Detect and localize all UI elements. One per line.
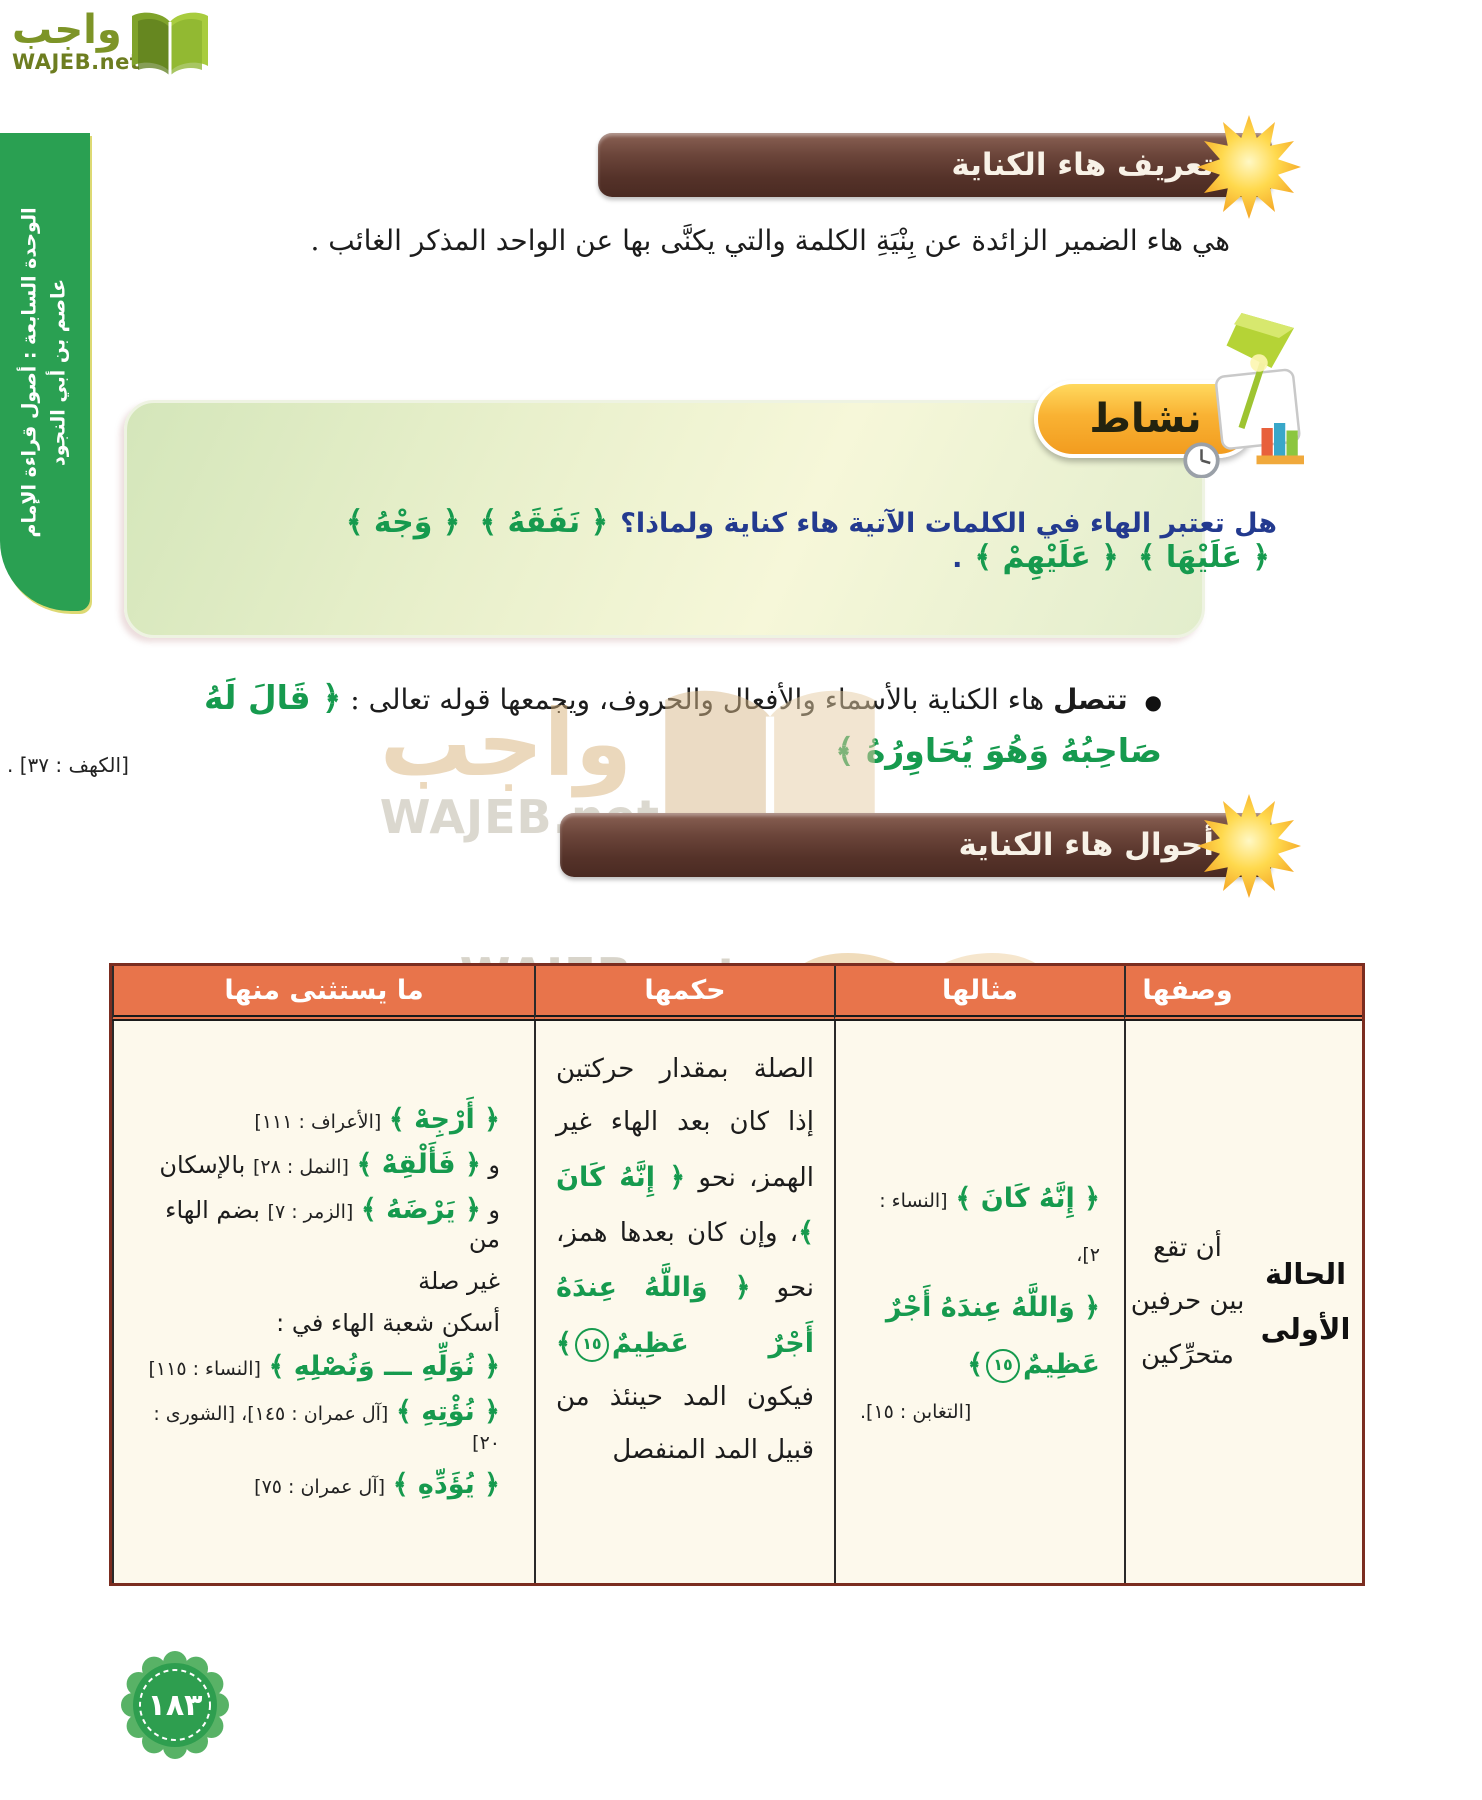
quran-word-3: ﴿ عَلَيْهَا ﴾ [1137, 540, 1270, 575]
wajeb-logo: واجب WAJEB.net [12, 8, 222, 88]
sunburst-icon-2 [1194, 791, 1304, 901]
page-number: ١٨٣ [147, 1687, 203, 1723]
rule-verse-2-close: ﴾ [556, 1327, 572, 1359]
sidebar-unit-title: الوحدة السابعة : أصول قراءة الإمام عاصم … [16, 207, 75, 537]
header-rule: حكمها [534, 966, 834, 1021]
exception-ref-3: [الزمر : ٧] [267, 1201, 354, 1223]
rule-text-3: فيكون المد حينئذ من قبيل المد المنفصل [556, 1381, 814, 1466]
verse-reference: [الكهف : ٣٧] . [7, 753, 129, 777]
exceptions-line-2: و ﴿ فَأَلْقِهْ ﴾ [النمل : ٢٨] بالإسكان [148, 1149, 500, 1180]
description-line1: أن تقع [1153, 1233, 1222, 1264]
exceptions-line-8: ﴿ يُؤَدِّهِ ﴾ [آل عمران : ٧٥] [148, 1469, 500, 1500]
open-book-icon [124, 8, 216, 90]
exception-text-2: بالإسكان [159, 1151, 246, 1179]
example-ref-1: [النساء : ٢]، [879, 1189, 1100, 1267]
exception-prefix-3: و [488, 1196, 500, 1224]
exceptions-line-3: و ﴿ يَرْضَهُ ﴾ [الزمر : ٧] بضم الهاء من [148, 1194, 500, 1253]
connection-verse: ﴿ قَالَ لَهُ صَاحِبُهُ وَهُوَ يُحَاوِرُه… [204, 678, 1162, 770]
cases-banner: أحوال هاء الكناية [560, 813, 1272, 877]
cell-description: أن تقع بين حرفين متحرِّكين [1124, 1021, 1249, 1583]
cell-case-label: الحالة الأولى [1249, 1021, 1362, 1583]
sidebar-line-2: عاصم بن أبي النجود [47, 278, 70, 466]
activity-question: هل تعتبر الهاء في الكلمات الآتية هاء كنا… [620, 508, 1277, 539]
cell-rule: الصلة بمقدار حركتين إذا كان بعد الهاء غي… [534, 1021, 834, 1583]
header-description: وصفها [1124, 966, 1249, 1021]
exception-verse-7: ﴿ نُؤْتِهِ ﴾ [395, 1396, 500, 1427]
example-line1: ﴿ إِنَّهُ كَانَ ﴾ [النساء : ٢]، [860, 1171, 1100, 1280]
connection-paragraph: ● تتصل هاء الكناية بالأسماء والأفعال وال… [114, 672, 1162, 778]
description-line2: بين حرفين [1130, 1286, 1245, 1317]
quran-word-1: ﴿ نَفَقَهُ ﴾ [479, 505, 609, 540]
exception-ref-2: [النمل : ٢٨] [253, 1156, 349, 1178]
example-ref-2: [التغابن : ١٥]. [860, 1401, 972, 1424]
example-verse-2-close: ﴾ [967, 1348, 984, 1380]
rule-verse-1: ﴿ إِنَّهُ كَانَ ﴾ [556, 1161, 814, 1248]
exception-verse-8: ﴿ يُؤَدِّهِ ﴾ [392, 1469, 500, 1500]
cell-example: ﴿ إِنَّهُ كَانَ ﴾ [النساء : ٢]، ﴿ وَاللَ… [834, 1021, 1124, 1583]
exception-ref-6: [النساء : ١١٥] [148, 1358, 261, 1380]
sidebar-unit-tab: الوحدة السابعة : أصول قراءة الإمام عاصم … [0, 133, 90, 611]
exception-ref-7: [آل عمران : ١٤٥]، [الشورى : ٢٠] [153, 1403, 500, 1454]
cell-exceptions: ﴿ أَرْجِهْ ﴾ [الأعراف : ١١١] و ﴿ فَأَلْق… [112, 1021, 534, 1583]
case-label-line2: الأولى [1260, 1312, 1351, 1346]
exception-verse-2: ﴿ فَأَلْقِهْ ﴾ [356, 1149, 481, 1180]
exception-verse-1: ﴿ أَرْجِهْ ﴾ [388, 1104, 500, 1135]
ayah-number-badge-2: ١٥ [574, 1327, 609, 1362]
cases-table: وصفها مثالها حكمها ما يستثنى منها الحالة… [109, 963, 1365, 1586]
logo-arabic-text: واجب [12, 7, 122, 53]
header-example: مثالها [834, 966, 1124, 1021]
example-verse-2: ﴿ وَاللَّهُ عِندَهُ أَجْرٌ عَظِيمٌ [885, 1291, 1100, 1380]
quran-word-4: ﴿ عَلَيْهِمْ ﴾ [974, 540, 1119, 575]
sidebar-line-1: الوحدة السابعة : أصول قراءة الإمام [18, 206, 41, 538]
exceptions-line-4: غير صلة [418, 1267, 500, 1295]
exception-ref-8: [آل عمران : ٧٥] [254, 1476, 386, 1498]
connection-bold-word: تتصل [1053, 683, 1128, 716]
description-line3: متحرِّكين [1141, 1339, 1234, 1370]
logo-latin-text: WAJEB.net [12, 50, 141, 74]
exception-verse-6: ﴿ نُوَلِّهِ ـــ وَنُصْلِهِ ﴾ [268, 1351, 500, 1382]
exceptions-line-7: ﴿ نُؤْتِهِ ﴾ [آل عمران : ١٤٥]، [الشورى :… [148, 1396, 500, 1455]
definition-title: تعريف هاء الكناية [951, 147, 1214, 183]
connection-text: هاء الكناية بالأسماء والأفعال والحروف، و… [341, 683, 1054, 716]
header-exceptions: ما يستثنى منها [112, 966, 534, 1021]
ayah-number-badge: ١٥ [986, 1348, 1021, 1383]
cases-title: أحوال هاء الكناية [958, 827, 1214, 863]
activity-period: . [952, 543, 963, 574]
exceptions-line-1: ﴿ أَرْجِهْ ﴾ [الأعراف : ١١١] [148, 1104, 500, 1135]
page-number-seal: ١٨٣ [120, 1650, 230, 1760]
exception-text-3: بضم الهاء من [165, 1196, 500, 1253]
activity-box [124, 400, 1205, 638]
rule-verse-2: ﴿ وَاللَّهُ عِندَهُ أَجْرٌ عَظِيمٌ [556, 1272, 814, 1359]
header-case [1249, 966, 1362, 1021]
quran-word-2: ﴿ وَجْهُ ﴾ [345, 505, 461, 540]
example-verse-1: ﴿ إِنَّهُ كَانَ ﴾ [955, 1182, 1101, 1214]
lamp-icon [1164, 308, 1314, 479]
example-line2: ﴿ وَاللَّهُ عِندَهُ أَجْرٌ عَظِيمٌ١٥﴾ [860, 1280, 1100, 1393]
rule-text-1: الصلة بمقدار حركتين إذا كان بعد الهاء غي… [556, 1054, 814, 1193]
exceptions-line-6: ﴿ نُوَلِّهِ ـــ وَنُصْلِهِ ﴾ [النساء : ١… [148, 1351, 501, 1382]
definition-banner: تعريف هاء الكناية [598, 133, 1272, 197]
rule-text-2: ، وإن كان بعدها همز، نحو [556, 1217, 814, 1304]
exception-ref-1: [الأعراف : ١١١] [254, 1111, 382, 1133]
definition-body: هي هاء الضمير الزائدة عن بِنْيَةِ الكلمة… [310, 224, 1230, 257]
sunburst-icon [1194, 112, 1304, 222]
exceptions-line-5: أسكن شعبة الهاء في : [276, 1309, 500, 1337]
exception-prefix-2: و [488, 1151, 500, 1179]
activity-question-line: هل تعتبر الهاء في الكلمات الآتية هاء كنا… [247, 505, 1277, 575]
case-label-line1: الحالة [1264, 1256, 1347, 1291]
bullet-icon: ● [1144, 689, 1162, 714]
exception-verse-3: ﴿ يَرْضَهُ ﴾ [360, 1194, 481, 1225]
